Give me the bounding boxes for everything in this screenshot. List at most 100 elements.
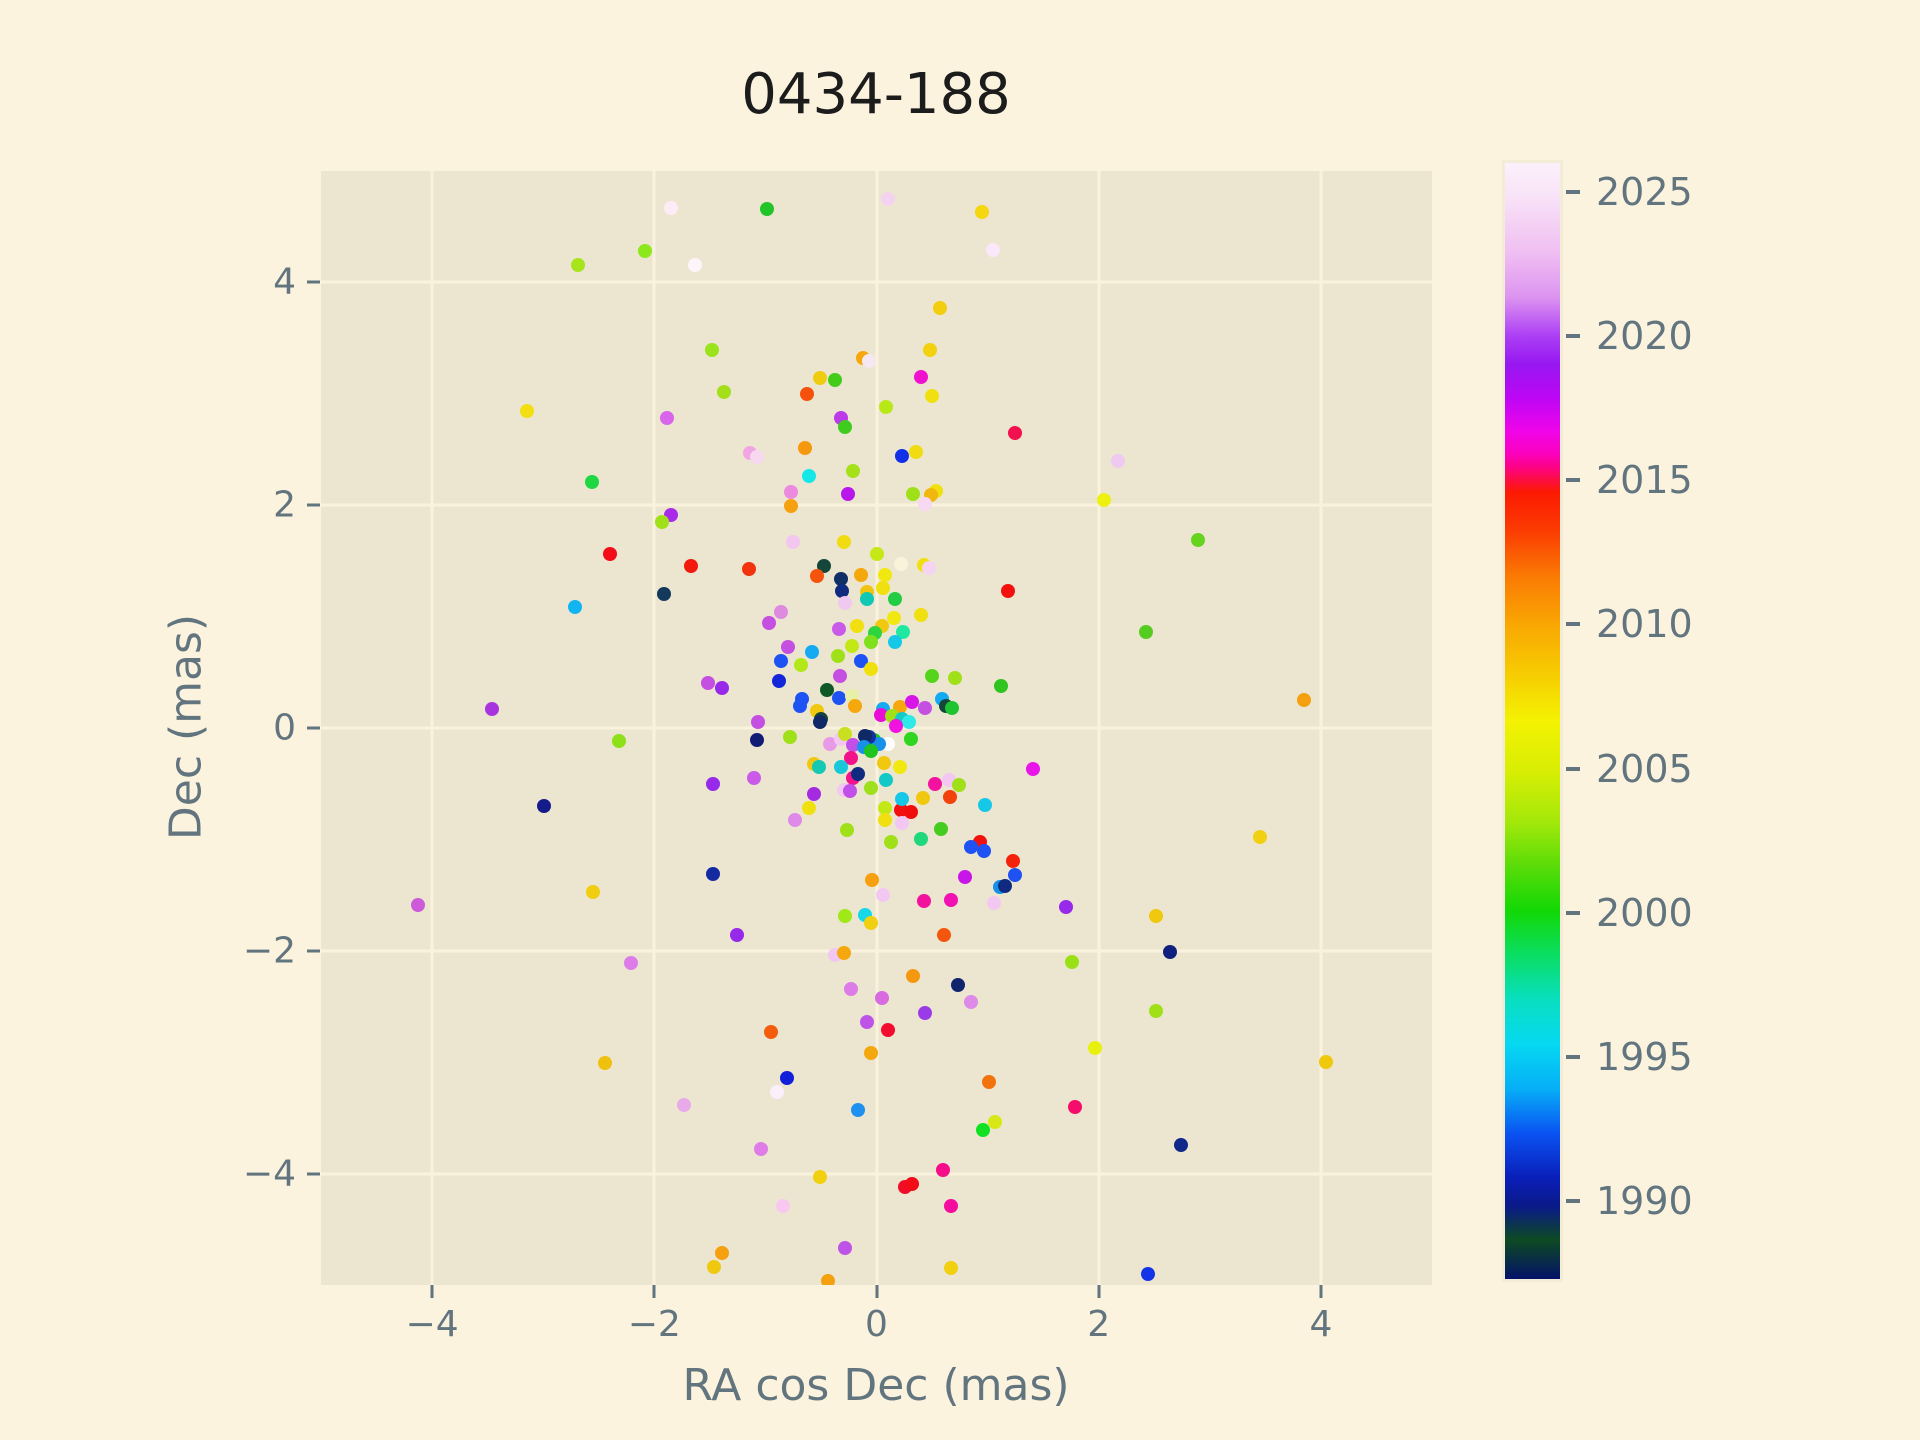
scatter-point (1139, 625, 1154, 640)
scatter-point (925, 389, 940, 404)
scatter-point (537, 798, 552, 813)
scatter-point (903, 804, 918, 819)
scatter-point (771, 674, 786, 689)
scatter-point (1068, 1099, 1083, 1114)
scatter-point (820, 1273, 835, 1285)
x-tick-mark (430, 1285, 434, 1298)
scatter-point (750, 715, 765, 730)
scatter-point (700, 676, 715, 691)
scatter-point (892, 759, 907, 774)
scatter-point (921, 560, 936, 575)
scatter-point (761, 616, 776, 631)
scatter-point (903, 732, 918, 747)
scatter-point (783, 484, 798, 499)
scatter-point (893, 557, 908, 572)
scatter-point (706, 776, 721, 791)
scatter-point (863, 915, 878, 930)
scatter-point (916, 791, 931, 806)
scatter-point (901, 715, 916, 730)
y-axis-label: Dec (mas) (160, 613, 212, 841)
x-tick-mark (652, 1285, 656, 1298)
scatter-point (1008, 868, 1023, 883)
scatter-point (838, 596, 853, 611)
y-tick-label: −4 (242, 1153, 296, 1195)
scatter-point (963, 840, 978, 855)
scatter-point (917, 893, 932, 908)
scatter-point (918, 1006, 933, 1021)
scatter-point (988, 1115, 1003, 1130)
scatter-point (1097, 492, 1112, 507)
scatter-point (863, 744, 878, 759)
scatter-point (1000, 583, 1015, 598)
colorbar-tick-label: 2025 (1596, 169, 1693, 214)
colorbar-tick-label: 2000 (1596, 890, 1693, 935)
y-tick-mark (307, 1172, 320, 1176)
scatter-point (805, 645, 820, 660)
scatter-point (918, 497, 933, 512)
scatter-point (975, 205, 990, 220)
scatter-point (1140, 1266, 1155, 1281)
scatter-point (859, 591, 874, 606)
y-gridline (321, 503, 1432, 507)
scatter-point (828, 373, 843, 388)
scatter-point (879, 773, 894, 788)
x-tick-label: 4 (1309, 1304, 1333, 1345)
scatter-point (769, 1085, 784, 1100)
scatter-point (585, 474, 600, 489)
scatter-point (1026, 762, 1041, 777)
scatter-point (788, 813, 803, 828)
x-tick-mark (1319, 1285, 1323, 1298)
scatter-point (950, 978, 965, 993)
scatter-point (783, 499, 798, 514)
scatter-point (895, 815, 910, 830)
colorbar-tick-mark (1566, 334, 1580, 339)
scatter-point (655, 514, 670, 529)
scatter-point (707, 1260, 722, 1275)
scatter-point (729, 928, 744, 943)
scatter-point (838, 1241, 853, 1256)
scatter-point (838, 420, 853, 435)
scatter-point (807, 786, 822, 801)
scatter-point (1088, 1040, 1103, 1055)
scatter-point (705, 343, 720, 358)
scatter-point (928, 776, 943, 791)
scatter-point (846, 463, 861, 478)
scatter-point (869, 547, 884, 562)
scatter-point (937, 928, 952, 943)
y-tick-label: −2 (242, 930, 296, 972)
scatter-point (913, 370, 928, 385)
colorbar-tick-mark (1566, 1054, 1580, 1059)
scatter-point (845, 638, 860, 653)
scatter-point (981, 1075, 996, 1090)
scatter-point (657, 587, 672, 602)
y-tick-mark (307, 726, 320, 730)
scatter-point (1319, 1055, 1334, 1070)
scatter-point (863, 661, 878, 676)
scatter-point (895, 792, 910, 807)
scatter-point (568, 599, 583, 614)
scatter-point (846, 737, 861, 752)
scatter-point (880, 191, 895, 206)
scatter-point (861, 354, 876, 369)
scatter-point (942, 790, 957, 805)
y-tick-mark (307, 949, 320, 953)
scatter-point (905, 1176, 920, 1191)
scatter-point (1149, 1003, 1164, 1018)
scatter-point (978, 797, 993, 812)
scatter-point (850, 1103, 865, 1118)
scatter-point (586, 884, 601, 899)
scatter-point (749, 733, 764, 748)
scatter-point (837, 946, 852, 961)
y-tick-mark (307, 280, 320, 284)
y-tick-mark (307, 503, 320, 507)
colorbar-tick-mark (1566, 478, 1580, 483)
y-gridline (321, 1172, 1432, 1176)
colorbar-gradient (1505, 163, 1560, 1279)
scatter-point (905, 695, 920, 710)
scatter-point (986, 243, 1001, 258)
scatter-point (895, 449, 910, 464)
scatter-point (706, 866, 721, 881)
scatter-point (888, 591, 903, 606)
y-gridline (321, 949, 1432, 953)
